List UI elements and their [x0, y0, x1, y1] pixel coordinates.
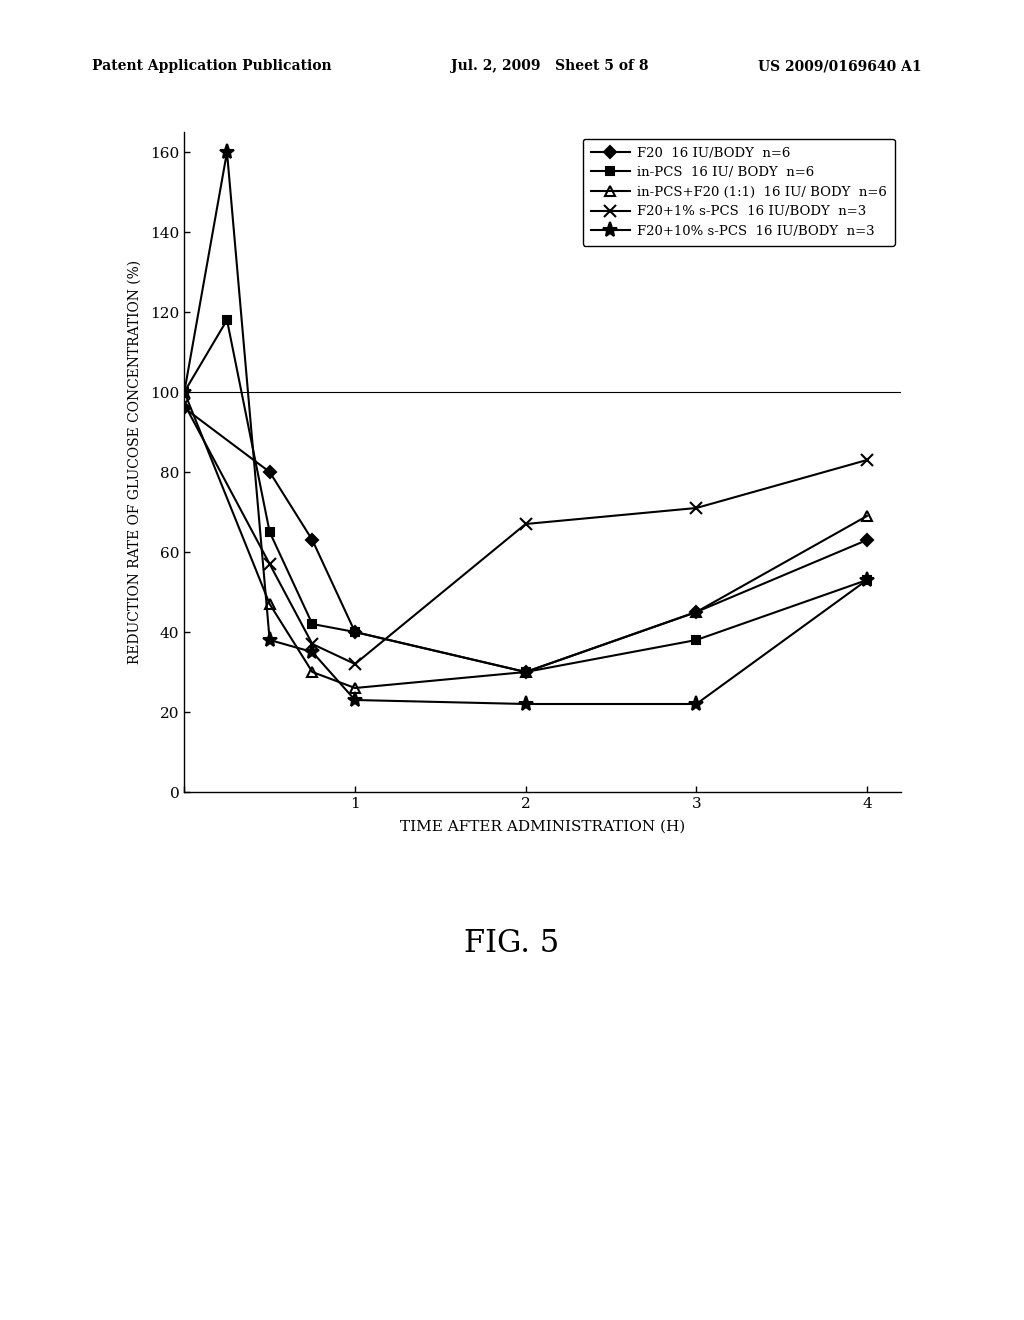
F20+10% s-PCS  16 IU/BODY  n=3: [861, 572, 873, 587]
in-PCS  16 IU/ BODY  n=6: [263, 524, 275, 540]
F20+10% s-PCS  16 IU/BODY  n=3: [519, 696, 531, 711]
F20+10% s-PCS  16 IU/BODY  n=3: [178, 384, 190, 400]
F20+10% s-PCS  16 IU/BODY  n=3: [690, 696, 702, 711]
F20  16 IU/BODY  n=6: [519, 664, 531, 680]
F20+1% s-PCS  16 IU/BODY  n=3: [349, 656, 361, 672]
F20  16 IU/BODY  n=6: [263, 465, 275, 480]
in-PCS+F20 (1:1)  16 IU/ BODY  n=6: [263, 597, 275, 612]
Text: US 2009/0169640 A1: US 2009/0169640 A1: [758, 59, 922, 74]
in-PCS  16 IU/ BODY  n=6: [178, 384, 190, 400]
Line: F20  16 IU/BODY  n=6: F20 16 IU/BODY n=6: [180, 404, 871, 676]
in-PCS+F20 (1:1)  16 IU/ BODY  n=6: [306, 664, 318, 680]
in-PCS  16 IU/ BODY  n=6: [690, 632, 702, 648]
in-PCS+F20 (1:1)  16 IU/ BODY  n=6: [861, 508, 873, 524]
in-PCS  16 IU/ BODY  n=6: [349, 624, 361, 640]
F20+10% s-PCS  16 IU/BODY  n=3: [349, 692, 361, 708]
in-PCS  16 IU/ BODY  n=6: [306, 616, 318, 632]
Line: F20+1% s-PCS  16 IU/BODY  n=3: F20+1% s-PCS 16 IU/BODY n=3: [178, 397, 873, 671]
Text: FIG. 5: FIG. 5: [464, 928, 560, 960]
F20+10% s-PCS  16 IU/BODY  n=3: [306, 644, 318, 660]
F20+1% s-PCS  16 IU/BODY  n=3: [306, 636, 318, 652]
Line: F20+10% s-PCS  16 IU/BODY  n=3: F20+10% s-PCS 16 IU/BODY n=3: [177, 144, 874, 711]
Line: in-PCS  16 IU/ BODY  n=6: in-PCS 16 IU/ BODY n=6: [180, 315, 871, 676]
F20  16 IU/BODY  n=6: [306, 532, 318, 548]
F20  16 IU/BODY  n=6: [349, 624, 361, 640]
F20+10% s-PCS  16 IU/BODY  n=3: [263, 632, 275, 648]
X-axis label: TIME AFTER ADMINISTRATION (H): TIME AFTER ADMINISTRATION (H): [400, 820, 685, 833]
F20  16 IU/BODY  n=6: [690, 605, 702, 620]
in-PCS  16 IU/ BODY  n=6: [861, 572, 873, 587]
F20+10% s-PCS  16 IU/BODY  n=3: [221, 144, 233, 160]
F20  16 IU/BODY  n=6: [861, 532, 873, 548]
in-PCS+F20 (1:1)  16 IU/ BODY  n=6: [349, 680, 361, 696]
in-PCS  16 IU/ BODY  n=6: [519, 664, 531, 680]
Legend: F20  16 IU/BODY  n=6, in-PCS  16 IU/ BODY  n=6, in-PCS+F20 (1:1)  16 IU/ BODY  n: F20 16 IU/BODY n=6, in-PCS 16 IU/ BODY n…: [583, 139, 895, 246]
in-PCS+F20 (1:1)  16 IU/ BODY  n=6: [178, 384, 190, 400]
F20+1% s-PCS  16 IU/BODY  n=3: [690, 500, 702, 516]
Y-axis label: REDUCTION RATE OF GLUCOSE CONCENTRATION (%): REDUCTION RATE OF GLUCOSE CONCENTRATION …: [128, 260, 142, 664]
in-PCS  16 IU/ BODY  n=6: [221, 312, 233, 327]
Text: Jul. 2, 2009   Sheet 5 of 8: Jul. 2, 2009 Sheet 5 of 8: [451, 59, 648, 74]
F20+1% s-PCS  16 IU/BODY  n=3: [519, 516, 531, 532]
F20+1% s-PCS  16 IU/BODY  n=3: [178, 396, 190, 412]
F20+1% s-PCS  16 IU/BODY  n=3: [263, 556, 275, 572]
Text: Patent Application Publication: Patent Application Publication: [92, 59, 332, 74]
Line: in-PCS+F20 (1:1)  16 IU/ BODY  n=6: in-PCS+F20 (1:1) 16 IU/ BODY n=6: [179, 387, 871, 693]
in-PCS+F20 (1:1)  16 IU/ BODY  n=6: [690, 605, 702, 620]
F20  16 IU/BODY  n=6: [178, 400, 190, 416]
in-PCS+F20 (1:1)  16 IU/ BODY  n=6: [519, 664, 531, 680]
F20+1% s-PCS  16 IU/BODY  n=3: [861, 451, 873, 467]
